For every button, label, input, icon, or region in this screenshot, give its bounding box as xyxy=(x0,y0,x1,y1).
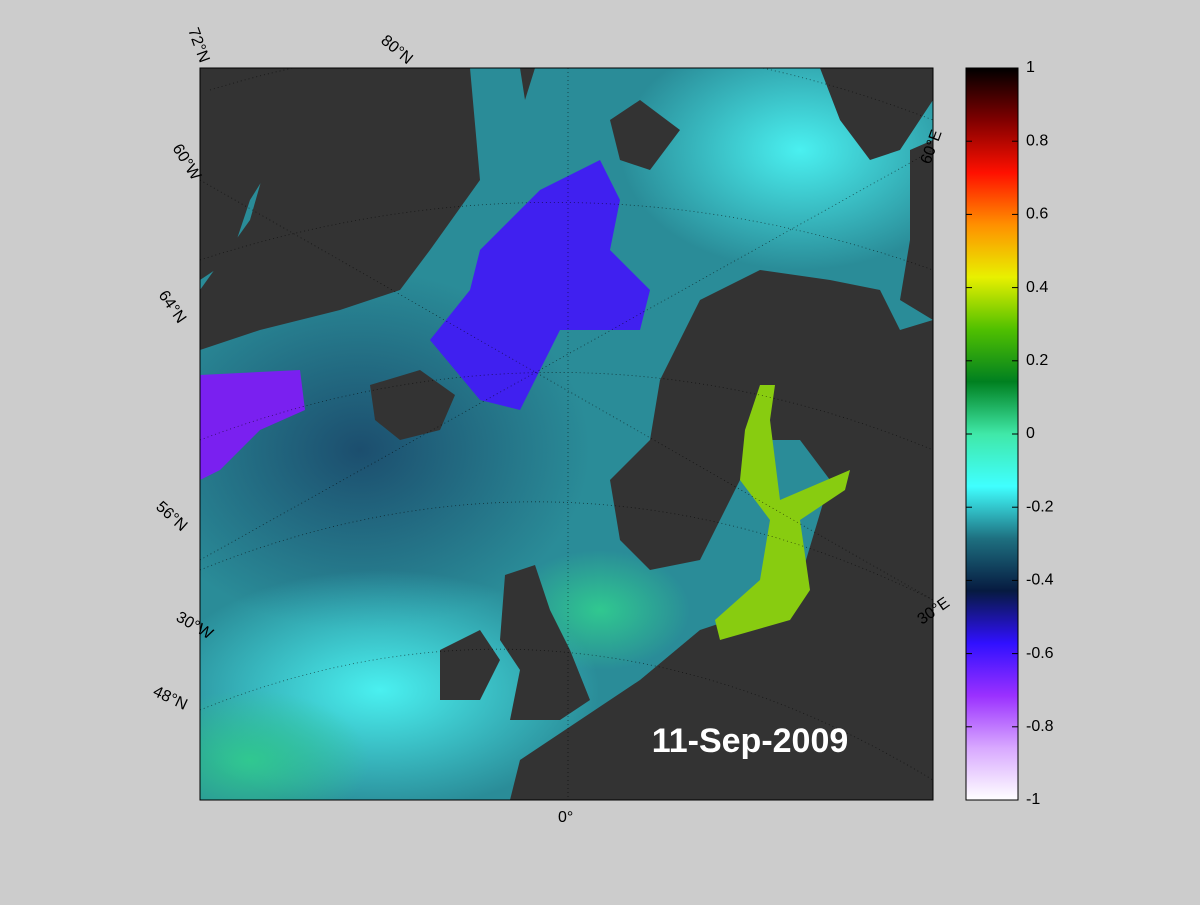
low-anomaly xyxy=(200,370,305,480)
colorbar-ticks: -1 -0.8 -0.6 -0.4 -0.2 0 0.2 0.4 0.6 0.8 1 xyxy=(966,59,1054,808)
land xyxy=(370,370,455,440)
low-anomaly xyxy=(430,160,650,410)
grid-label: 72°N xyxy=(184,26,212,65)
map-frame xyxy=(199,67,934,801)
colorbar-tick-label: 0.6 xyxy=(1026,206,1048,223)
colorbar-tick-label: -0.4 xyxy=(1026,572,1054,589)
colorbar-tick-label: 0.2 xyxy=(1026,352,1048,369)
date-label: 11-Sep-2009 xyxy=(652,722,849,760)
land xyxy=(520,68,680,170)
land xyxy=(510,270,933,800)
ocean-shade xyxy=(200,690,370,800)
grid-label: 56°N xyxy=(152,498,190,535)
grid-label: 0° xyxy=(558,809,573,826)
map xyxy=(200,68,933,800)
colorbar-tick-label: 0.4 xyxy=(1026,279,1048,296)
land xyxy=(820,68,933,320)
colorbar-tick-label: -0.6 xyxy=(1026,645,1054,662)
graticule xyxy=(200,68,933,800)
colorbar xyxy=(965,67,1019,801)
colorbar-tick-label: 0 xyxy=(1026,425,1035,442)
colorbar-tick-label: -1 xyxy=(1026,791,1040,808)
land xyxy=(440,565,590,720)
grid-label: 64°N xyxy=(155,288,189,327)
grid-label: 60°W xyxy=(169,141,205,184)
colorbar-tick-label: 1 xyxy=(1026,59,1035,76)
land xyxy=(200,68,480,350)
colorbar-tick-label: -0.8 xyxy=(1026,718,1054,735)
colorbar-tick-label: -0.2 xyxy=(1026,498,1054,515)
grid-label: 48°N xyxy=(150,683,190,714)
grid-label: 80°N xyxy=(377,32,415,68)
baltic-sea xyxy=(715,385,850,640)
colorbar-tick-label: 0.8 xyxy=(1026,132,1048,149)
